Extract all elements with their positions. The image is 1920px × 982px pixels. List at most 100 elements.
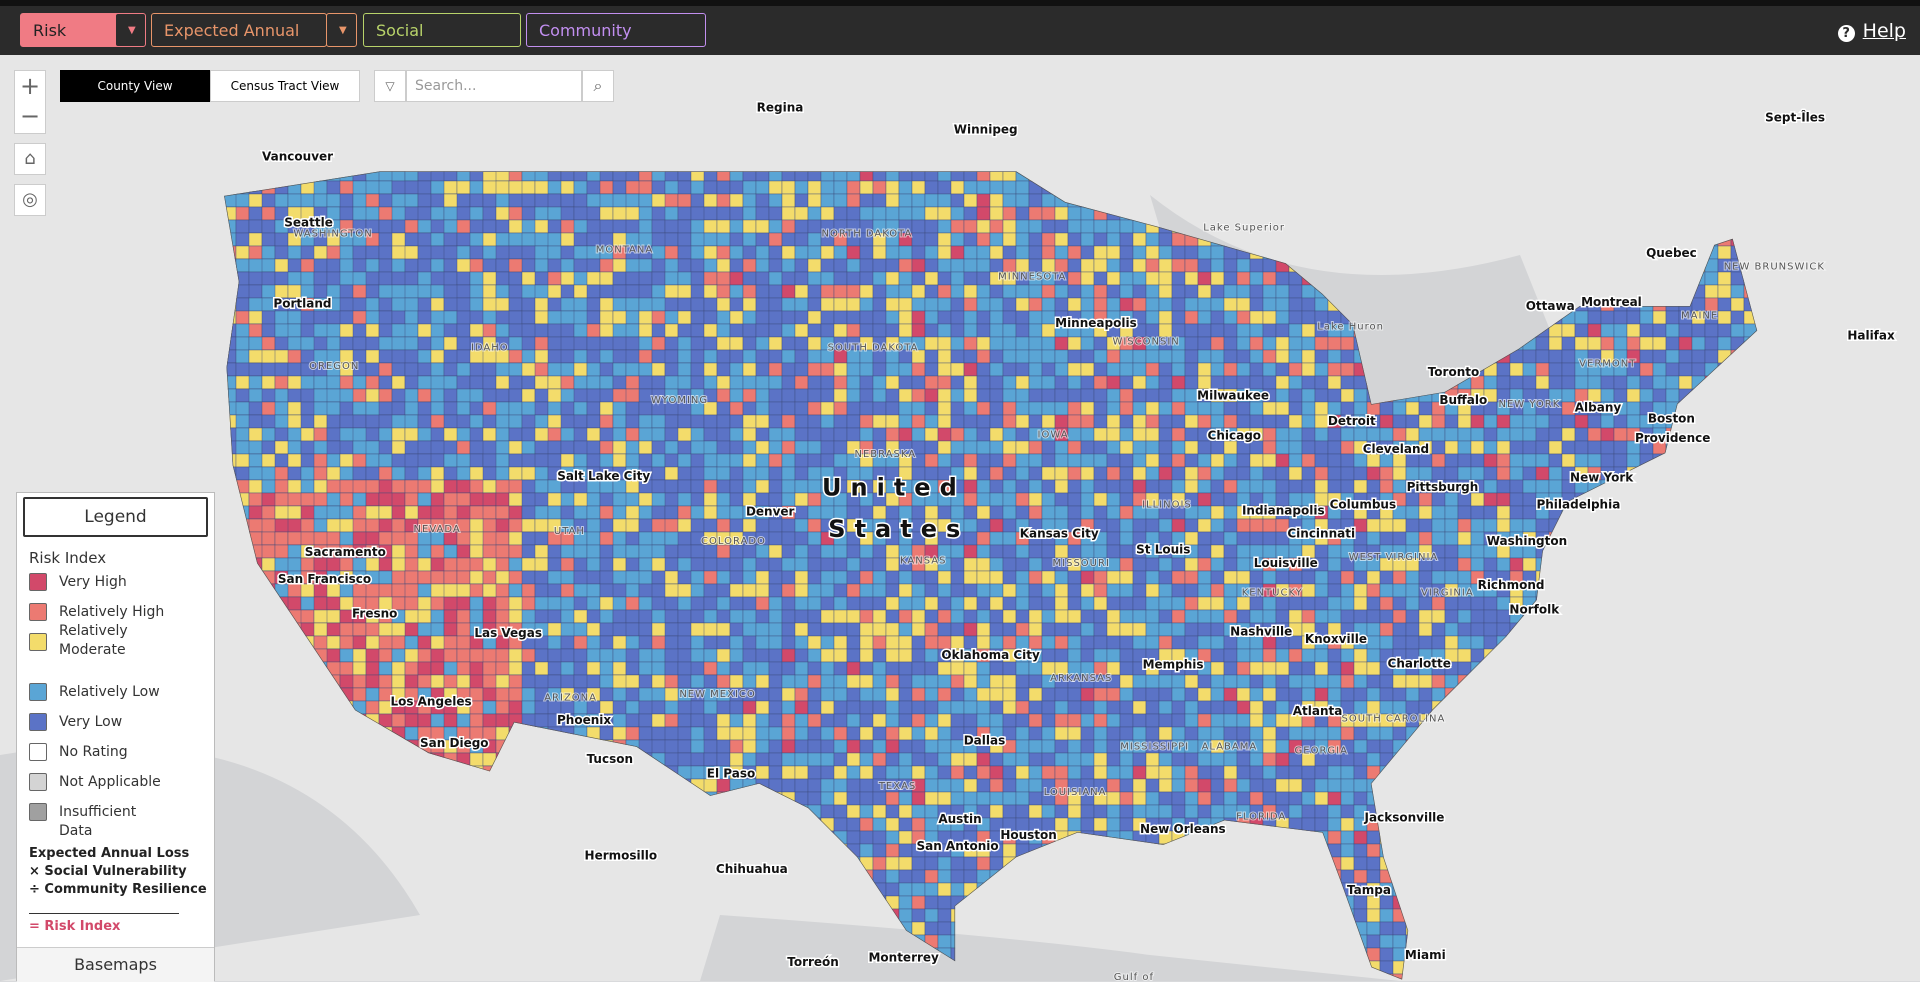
county xyxy=(703,570,718,585)
county xyxy=(1275,661,1290,676)
help-text[interactable]: Help xyxy=(1862,20,1906,42)
county xyxy=(755,622,770,637)
county xyxy=(1223,362,1238,377)
county xyxy=(287,271,302,286)
county xyxy=(664,557,679,572)
county xyxy=(1132,518,1147,533)
county xyxy=(508,648,523,663)
county xyxy=(482,427,497,442)
tab[interactable]: Risk Index xyxy=(20,13,128,74)
county xyxy=(1197,635,1212,650)
county xyxy=(898,687,913,702)
county xyxy=(1314,414,1329,429)
county xyxy=(1132,453,1147,468)
county xyxy=(1080,284,1095,299)
county xyxy=(794,258,809,273)
county xyxy=(495,232,510,247)
tab[interactable]: Community Resilience xyxy=(526,13,706,74)
county xyxy=(885,648,900,663)
county xyxy=(248,245,263,260)
county xyxy=(1028,232,1043,247)
county xyxy=(1236,336,1251,351)
county xyxy=(781,687,796,702)
county xyxy=(1574,336,1589,351)
county xyxy=(1054,492,1069,507)
county xyxy=(1249,336,1264,351)
county xyxy=(1093,258,1108,273)
county xyxy=(378,505,393,520)
county xyxy=(1470,518,1485,533)
county xyxy=(690,427,705,442)
county xyxy=(1197,544,1212,559)
county xyxy=(859,245,874,260)
county xyxy=(1093,271,1108,286)
county xyxy=(1275,375,1290,390)
county xyxy=(1535,479,1550,494)
county xyxy=(872,544,887,559)
county xyxy=(885,544,900,559)
county xyxy=(1093,388,1108,403)
county xyxy=(833,284,848,299)
county xyxy=(1587,414,1602,429)
tab[interactable]: Social Vulnerability xyxy=(363,13,521,74)
county xyxy=(781,557,796,572)
county xyxy=(833,323,848,338)
county xyxy=(1145,583,1160,598)
dropdown[interactable]: ▼ xyxy=(326,13,357,47)
county xyxy=(1249,414,1264,429)
county xyxy=(898,414,913,429)
county xyxy=(755,284,770,299)
county xyxy=(482,375,497,390)
county xyxy=(885,297,900,312)
county xyxy=(1223,453,1238,468)
county xyxy=(313,596,328,611)
county xyxy=(976,245,991,260)
county xyxy=(794,479,809,494)
county xyxy=(716,336,731,351)
county xyxy=(1171,297,1186,312)
county xyxy=(651,544,666,559)
county xyxy=(1457,531,1472,546)
county xyxy=(1015,544,1030,559)
county xyxy=(976,284,991,299)
county xyxy=(963,206,978,221)
dropdown[interactable]: ▼ xyxy=(115,13,146,47)
county xyxy=(716,362,731,377)
map[interactable]: ReginaWinnipegVancouverSeattlePortlandSa… xyxy=(0,55,1920,981)
county xyxy=(859,180,874,195)
county xyxy=(1158,271,1173,286)
county xyxy=(664,661,679,676)
county xyxy=(807,401,822,416)
county xyxy=(703,427,718,442)
county xyxy=(339,466,354,481)
county xyxy=(1106,479,1121,494)
county xyxy=(664,206,679,221)
county xyxy=(729,401,744,416)
county xyxy=(1249,648,1264,663)
county xyxy=(443,323,458,338)
county xyxy=(469,544,484,559)
county xyxy=(1015,310,1030,325)
county xyxy=(612,362,627,377)
county xyxy=(1249,596,1264,611)
county xyxy=(560,557,575,572)
county xyxy=(924,622,939,637)
county xyxy=(963,440,978,455)
county xyxy=(1262,271,1277,286)
county xyxy=(1158,453,1173,468)
county xyxy=(664,570,679,585)
help-link[interactable]: ? Help xyxy=(1837,20,1906,42)
county xyxy=(1262,323,1277,338)
tab[interactable]: Expected Annual Loss xyxy=(151,13,327,74)
county xyxy=(521,297,536,312)
county xyxy=(937,427,952,442)
county xyxy=(898,635,913,650)
county xyxy=(1353,479,1368,494)
county xyxy=(1236,362,1251,377)
county xyxy=(547,544,562,559)
county xyxy=(1028,674,1043,689)
county xyxy=(1080,414,1095,429)
county xyxy=(469,427,484,442)
county xyxy=(1132,609,1147,624)
county xyxy=(1080,271,1095,286)
